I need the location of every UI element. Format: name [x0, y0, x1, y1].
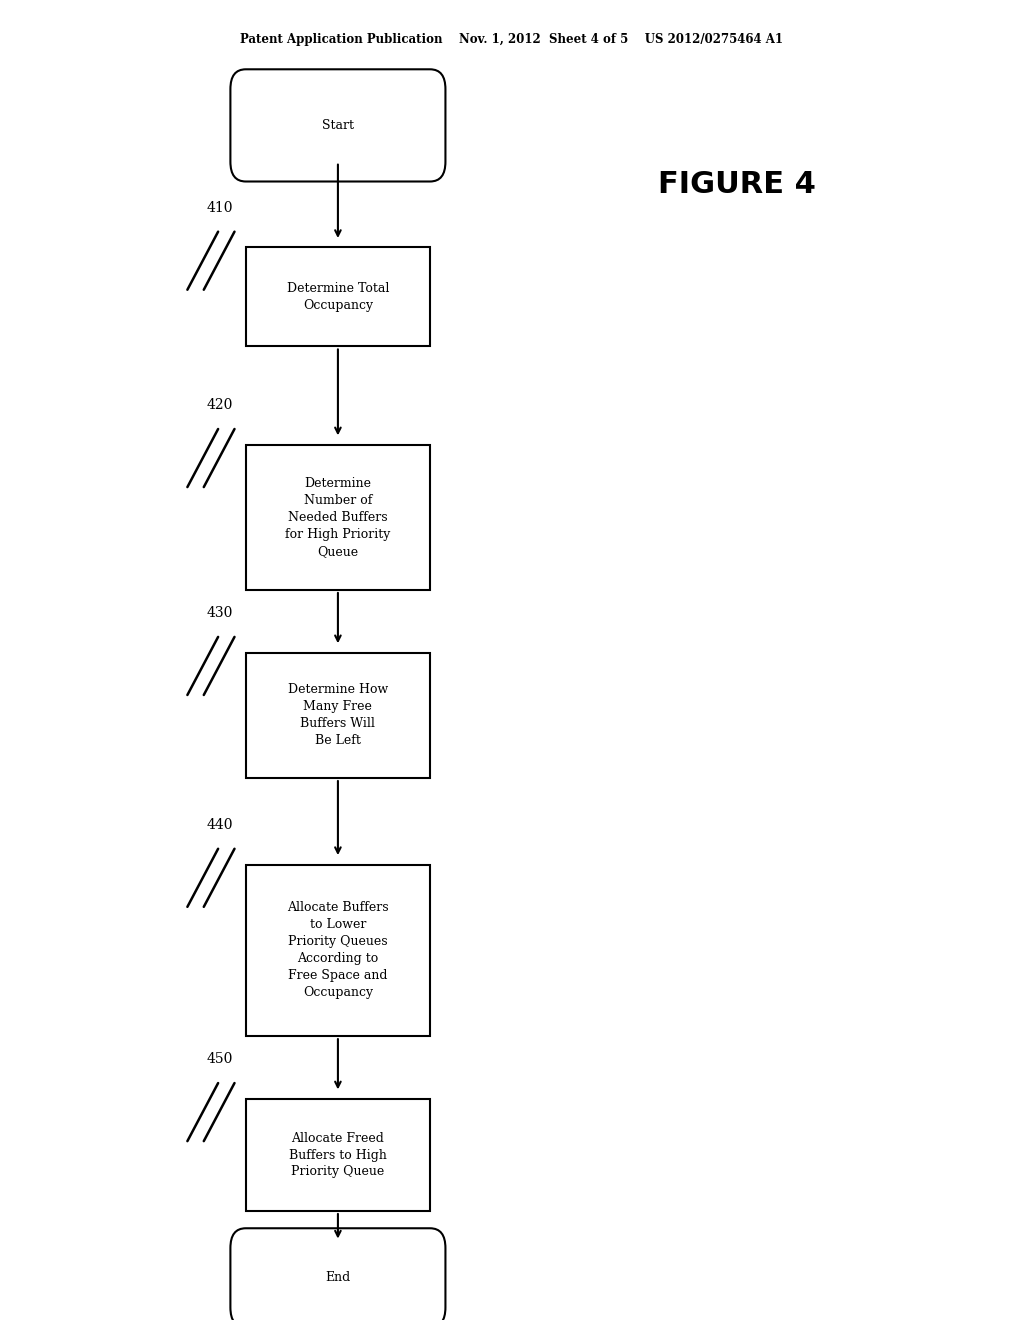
FancyBboxPatch shape — [230, 1228, 445, 1320]
FancyBboxPatch shape — [230, 69, 445, 181]
Bar — [246, 1098, 430, 1212]
Text: 430: 430 — [207, 606, 233, 619]
Text: FIGURE 4: FIGURE 4 — [658, 170, 816, 199]
Text: End: End — [326, 1271, 350, 1284]
Bar — [246, 248, 430, 346]
Text: 440: 440 — [207, 817, 233, 832]
Bar — [246, 445, 430, 590]
Text: 450: 450 — [207, 1052, 233, 1067]
Text: 420: 420 — [207, 397, 233, 412]
Text: Allocate Buffers
to Lower
Priority Queues
According to
Free Space and
Occupancy: Allocate Buffers to Lower Priority Queue… — [287, 902, 389, 999]
Text: Patent Application Publication    Nov. 1, 2012  Sheet 4 of 5    US 2012/0275464 : Patent Application Publication Nov. 1, 2… — [241, 33, 783, 46]
Bar — [246, 653, 430, 777]
Text: Determine How
Many Free
Buffers Will
Be Left: Determine How Many Free Buffers Will Be … — [288, 684, 388, 747]
Text: Determine Total
Occupancy: Determine Total Occupancy — [287, 282, 389, 312]
Text: Determine
Number of
Needed Buffers
for High Priority
Queue: Determine Number of Needed Buffers for H… — [286, 477, 390, 558]
Text: Start: Start — [322, 119, 354, 132]
Bar — [246, 865, 430, 1036]
Text: Allocate Freed
Buffers to High
Priority Queue: Allocate Freed Buffers to High Priority … — [289, 1131, 387, 1179]
Text: 410: 410 — [207, 201, 233, 214]
